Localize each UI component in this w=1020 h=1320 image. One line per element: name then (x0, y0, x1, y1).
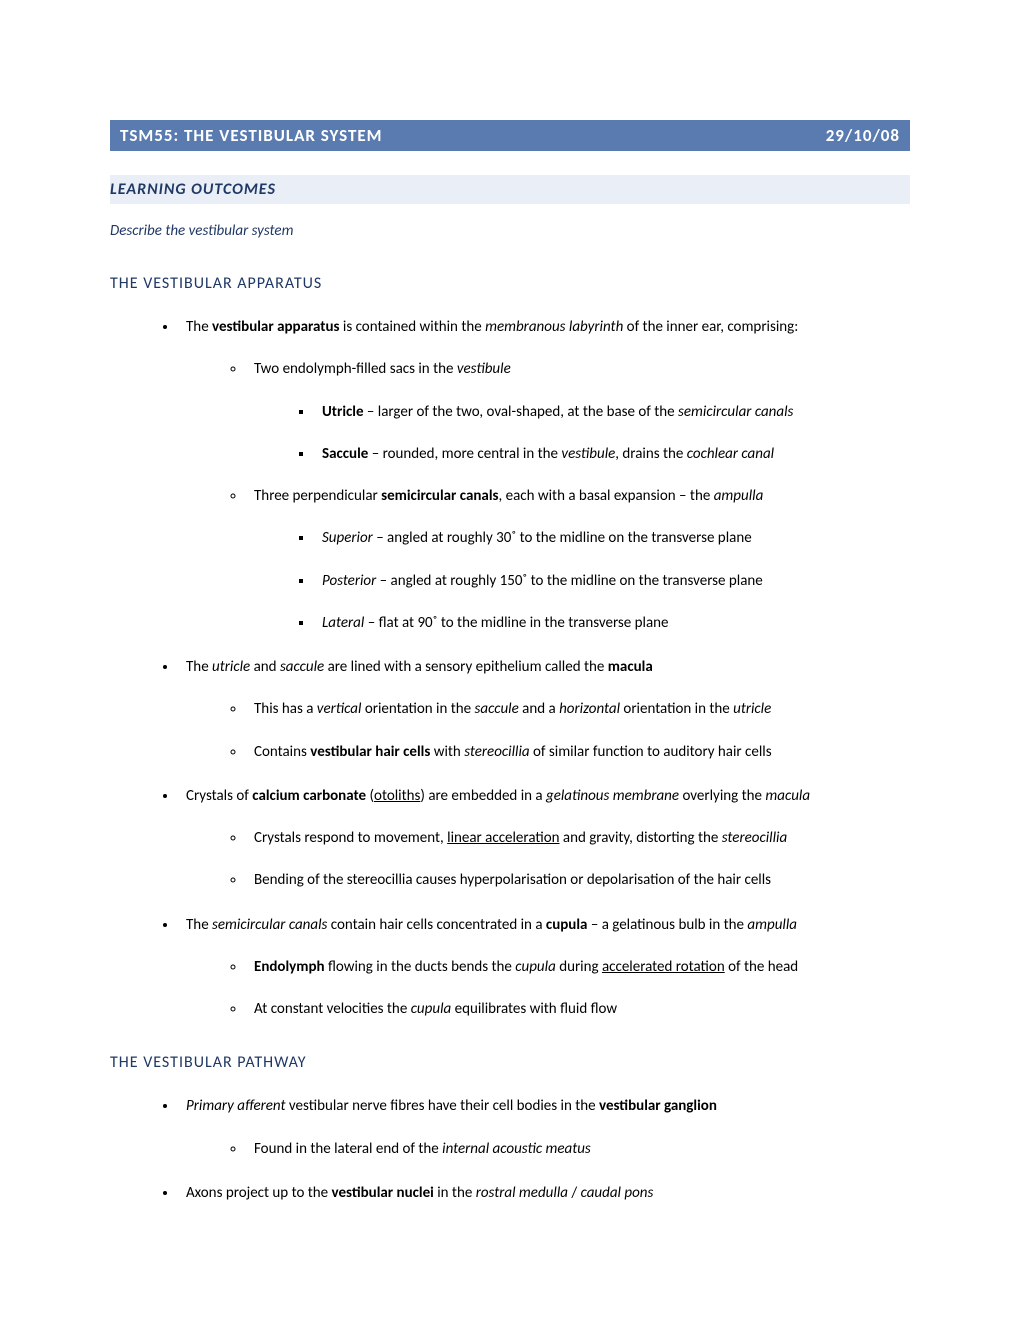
section-heading: THE VESTIBULAR PATHWAY (110, 1053, 910, 1072)
list-item: Utricle – larger of the two, oval-shaped… (314, 402, 910, 422)
section-heading: THE VESTIBULAR APPARATUS (110, 274, 910, 293)
bullet-list: This has a vertical orientation in the s… (186, 699, 910, 762)
bullet-list: Primary afferent vestibular nerve fibres… (110, 1096, 910, 1203)
doc-date: 29/10/08 (826, 125, 900, 146)
bullet-list: Found in the lateral end of the internal… (186, 1139, 910, 1159)
doc-title: TSM55: THE VESTIBULAR SYSTEM (120, 125, 383, 146)
bullet-list: Superior – angled at roughly 30˚ to the … (254, 528, 910, 633)
list-item: The utricle and saccule are lined with a… (178, 657, 910, 762)
bullet-list: Crystals respond to movement, linear acc… (186, 828, 910, 891)
bullet-list: Utricle – larger of the two, oval-shaped… (254, 402, 910, 465)
list-item: The semicircular canals contain hair cel… (178, 915, 910, 1020)
list-item: Crystals of calcium carbonate (otoliths)… (178, 786, 910, 891)
list-item: Primary afferent vestibular nerve fibres… (178, 1096, 910, 1159)
list-item: Saccule – rounded, more central in the v… (314, 444, 910, 464)
list-item: Bending of the stereocillia causes hyper… (246, 870, 910, 890)
list-item: The vestibular apparatus is contained wi… (178, 317, 910, 633)
list-item: Three perpendicular semicircular canals,… (246, 486, 910, 633)
list-item: Axons project up to the vestibular nucle… (178, 1183, 910, 1203)
list-item: Superior – angled at roughly 30˚ to the … (314, 528, 910, 548)
list-item: Two endolymph-filled sacs in the vestibu… (246, 359, 910, 464)
describe-line: Describe the vestibular system (110, 222, 910, 240)
list-item: Endolymph flowing in the ducts bends the… (246, 957, 910, 977)
learning-outcomes-header: LEARNING OUTCOMES (110, 175, 910, 204)
document-page: TSM55: THE VESTIBULAR SYSTEM 29/10/08 LE… (0, 0, 1020, 1263)
list-item: Lateral – flat at 90˚ to the midline in … (314, 613, 910, 633)
list-item: Crystals respond to movement, linear acc… (246, 828, 910, 848)
list-item: Contains vestibular hair cells with ster… (246, 742, 910, 762)
bullet-list: The vestibular apparatus is contained wi… (110, 317, 910, 1019)
title-bar: TSM55: THE VESTIBULAR SYSTEM 29/10/08 (110, 120, 910, 151)
bullet-list: Two endolymph-filled sacs in the vestibu… (186, 359, 910, 633)
bullet-list: Endolymph flowing in the ducts bends the… (186, 957, 910, 1020)
list-item: This has a vertical orientation in the s… (246, 699, 910, 719)
list-item: Posterior – angled at roughly 150˚ to th… (314, 571, 910, 591)
list-item: At constant velocities the cupula equili… (246, 999, 910, 1019)
sections-container: THE VESTIBULAR APPARATUS The vestibular a… (110, 274, 910, 1203)
list-item: Found in the lateral end of the internal… (246, 1139, 910, 1159)
